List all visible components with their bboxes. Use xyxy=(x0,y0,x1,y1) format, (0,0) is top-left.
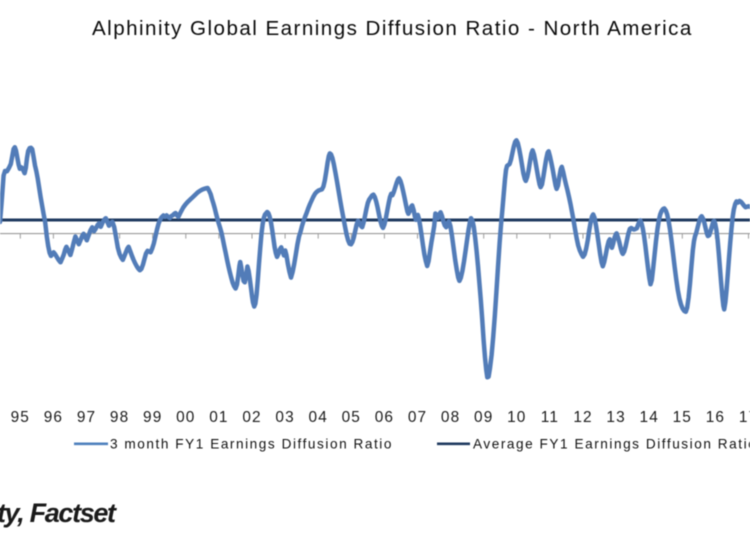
svg-text:15: 15 xyxy=(673,409,692,426)
svg-text:13: 13 xyxy=(606,409,625,426)
svg-text:01: 01 xyxy=(209,409,228,426)
svg-text:12: 12 xyxy=(573,409,592,426)
svg-text:97: 97 xyxy=(77,409,96,426)
svg-text:00: 00 xyxy=(176,409,195,426)
svg-text:16: 16 xyxy=(706,409,725,426)
svg-text:06: 06 xyxy=(375,409,394,426)
svg-text:03: 03 xyxy=(275,409,294,426)
svg-text:08: 08 xyxy=(441,409,460,426)
svg-text:17: 17 xyxy=(739,409,750,426)
svg-text:05: 05 xyxy=(342,409,361,426)
svg-text:10: 10 xyxy=(507,409,526,426)
svg-text:99: 99 xyxy=(143,409,162,426)
svg-text:3 month FY1 Earnings Diffusion: 3 month FY1 Earnings Diffusion Ratio xyxy=(110,437,393,452)
svg-text:09: 09 xyxy=(474,409,493,426)
svg-text:14: 14 xyxy=(640,409,659,426)
svg-text:Average FY1 Earnings Diffusion: Average FY1 Earnings Diffusion Ratio xyxy=(473,437,750,452)
svg-text:96: 96 xyxy=(44,409,63,426)
svg-text:11: 11 xyxy=(541,409,559,426)
svg-text:07: 07 xyxy=(408,409,427,426)
svg-text:02: 02 xyxy=(242,409,261,426)
svg-text:04: 04 xyxy=(309,409,328,426)
svg-text:98: 98 xyxy=(110,409,129,426)
svg-text:95: 95 xyxy=(11,409,30,426)
